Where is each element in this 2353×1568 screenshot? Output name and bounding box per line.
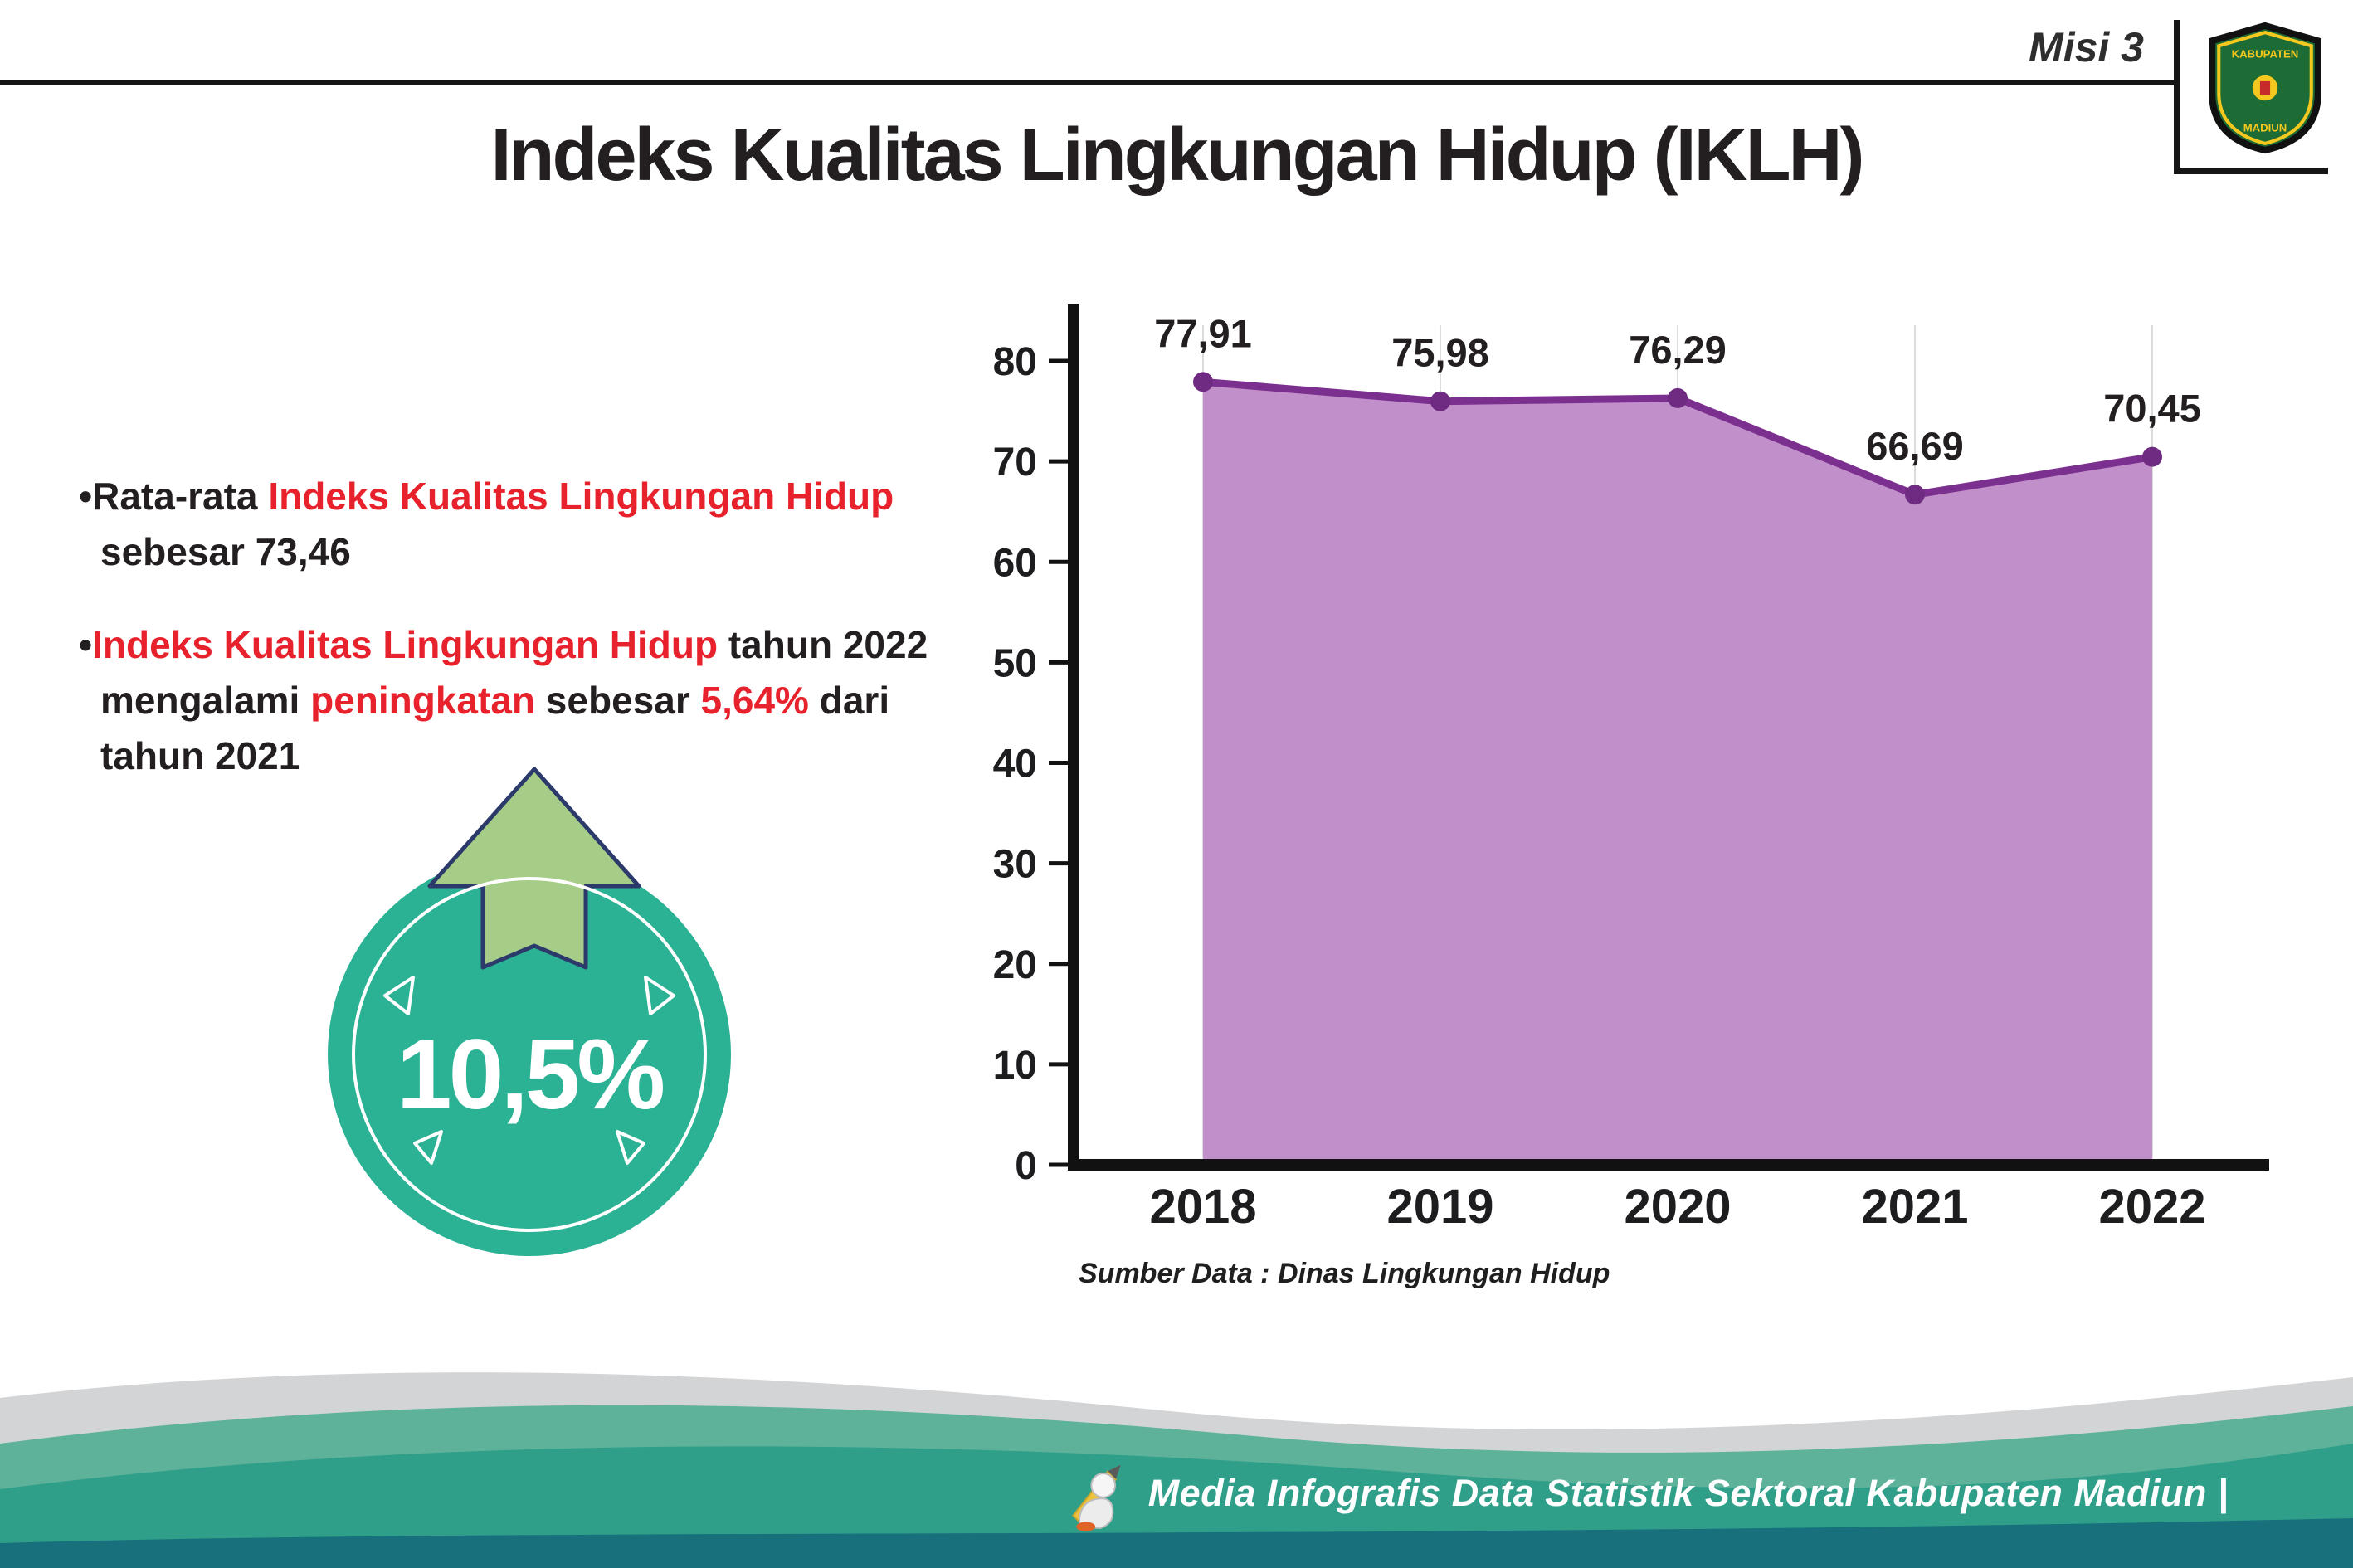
bullet-text-segment: tahun 2022 mengalami [100,623,928,723]
bullet-text-segment: Indeks Kualitas Lingkungan Hidup [92,623,719,667]
y-tick-label: 20 [993,943,1037,987]
bullet-marker: • [79,475,93,518]
bullet-text-segment: sebesar [535,679,701,723]
mascot-icon [1071,1464,1121,1531]
y-tick-label: 60 [993,541,1037,585]
bullet-item: •Indeks Kualitas Lingkungan Hidup tahun … [79,617,983,783]
x-tick-label: 2021 [1861,1180,1968,1234]
footer-text: Media Infografis Data Statistik Sektoral… [1147,1472,2229,1514]
value-label: 70,45 [2103,387,2201,431]
data-point [2142,446,2162,467]
data-point [1430,391,1450,411]
bullet-text-segment: dari tahun 2021 [100,679,890,777]
misi-label: Misi 3 [2029,24,2144,71]
data-point [1905,485,1925,505]
area-fill [1203,382,2152,1165]
x-tick-label: 2019 [1386,1180,1493,1234]
increase-highlight-badge: 10,5% [328,767,731,1256]
bullet-text-segment: peningkatan [310,679,536,723]
deco-triangle-icon [383,976,415,1015]
header-rule [0,80,2180,85]
footer-wave-decoration [0,1372,2353,1568]
bullet-marker: • [79,623,93,667]
crest-emblem-shield [2259,80,2271,95]
crest-top-text: KABUPATEN [2232,48,2299,61]
footer-credit: Media Infografis Data Statistik Sektoral… [1062,1454,2229,1533]
iklh-area-chart: 0 10 20 30 40 50 60 70 80 77,91 2018 75,98 2019 76,29… [993,304,2269,1234]
y-tick-label: 0 [1015,1144,1037,1188]
wave-dark-strip [0,1518,2353,1568]
bullet-text-segment: 5,64% [700,679,809,723]
y-tick-label: 80 [993,340,1037,384]
deco-triangle-icon [413,1130,443,1165]
bullet-text-segment: Rata-rata [92,475,269,518]
y-tick-label: 30 [993,843,1037,887]
y-axis [1068,304,1079,1171]
data-point [1193,372,1213,392]
crest-inner-border [2217,31,2313,145]
y-tick-label: 10 [993,1044,1037,1088]
iklh-chart: 0 10 20 30 40 50 60 70 80 77,91 2018 75,98 2019 76,29… [913,274,2323,1311]
x-axis [1068,1159,2269,1171]
value-label: 77,91 [1154,311,1252,355]
crest-bottom-text: MADIUN [2243,122,2287,134]
value-label: 76,29 [1629,328,1727,372]
source-caption: Sumber Data : Dinas Lingkungan Hidup [1079,1258,1610,1289]
bullet-text-segment: Indeks Kualitas Lingkungan Hidup [268,475,894,518]
value-label: 75,98 [1391,331,1489,375]
y-tick-label: 40 [993,743,1037,786]
x-tick-label: 2018 [1149,1180,1256,1234]
increase-percentage: 10,5% [397,1019,664,1130]
up-arrow-icon [427,767,641,970]
deco-triangle-icon [644,976,675,1015]
bullet-list: •Rata-rata Indeks Kualitas Lingkungan Hi… [79,469,983,821]
crest-icon: KABUPATEN MADIUN [2209,22,2321,154]
data-point [1668,387,1688,408]
y-tick-label: 70 [993,441,1037,485]
bullet-text-segment: sebesar 73,46 [100,529,351,573]
bullet-item: •Rata-rata Indeks Kualitas Lingkungan Hi… [79,469,983,579]
x-tick-label: 2020 [1624,1180,1731,1234]
page-title: Indeks Kualitas Lingkungan Hidup (IKLH) [490,114,1864,197]
x-tick-label: 2022 [2098,1180,2205,1234]
highlight-ring [352,877,707,1232]
deco-triangle-icon [616,1130,645,1165]
highlight-circle [328,853,731,1256]
y-tick-label: 50 [993,641,1037,685]
kabupaten-madiun-logo: KABUPATEN MADIUN [2174,20,2328,174]
value-label: 66,69 [1866,424,1964,468]
